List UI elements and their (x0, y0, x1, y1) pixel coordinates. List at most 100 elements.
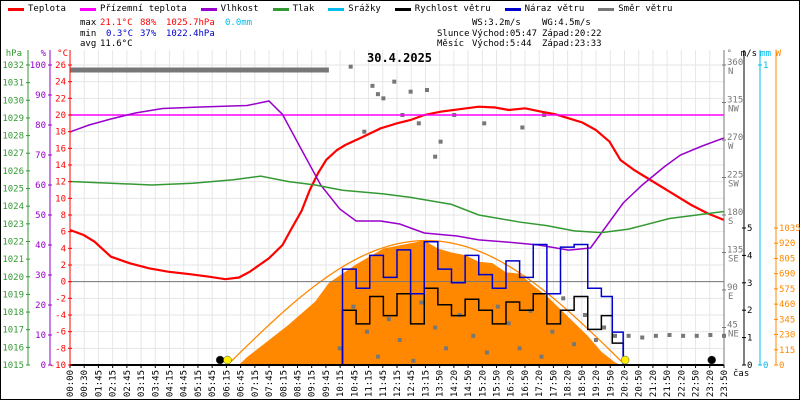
wind-direction-point (484, 350, 489, 355)
x-tick-label: 06:15 (222, 370, 232, 397)
legend-item: Tlak (272, 4, 315, 14)
x-tick-label: 20:50 (635, 370, 645, 397)
legend-swatch (504, 7, 521, 11)
legend-label: Rychlost větru (414, 4, 491, 14)
legend-swatch (598, 7, 615, 11)
wind-direction-point (419, 300, 424, 305)
wind-direction-point (433, 154, 438, 159)
temperature-axis-unit: °C (57, 49, 68, 59)
x-tick-label: 16:20 (507, 370, 517, 397)
direction-tick-label: SW (728, 180, 739, 190)
legend-label: Tlak (292, 4, 315, 14)
x-tick-label: 12:45 (407, 370, 417, 397)
legend-item: Přízemní teplota (79, 4, 187, 14)
legend-label: Přízemní teplota (99, 4, 187, 14)
pressure-tick-label: 1026 (2, 167, 24, 177)
pressure-tick-label: 1019 (2, 290, 24, 300)
wind-direction-point (386, 317, 391, 322)
moonset-marker (707, 355, 716, 365)
x-tick-label: 05:15 (194, 370, 204, 397)
sunrise-marker (223, 355, 232, 365)
series-line-tlak (69, 175, 725, 234)
wind-direction-point (640, 335, 645, 340)
humidity-tick-label: 20 (35, 301, 46, 311)
x-tick-label: 15:20 (478, 370, 488, 397)
wind-direction-point (348, 64, 353, 69)
pressure-tick-label: 1017 (2, 326, 24, 336)
chart-title: 30.4.2025 (367, 51, 433, 65)
x-tick-label: 03:45 (151, 370, 161, 397)
x-tick-label: 18:50 (578, 370, 588, 397)
x-tick-label: 01:45 (94, 370, 104, 397)
wind-direction-point (667, 333, 672, 337)
series-line-náraz-větru (334, 240, 624, 366)
x-tick-label: 19:20 (592, 370, 602, 397)
x-tick-label: 20:20 (620, 370, 630, 397)
stat-ws: WS:3.2m/s (472, 18, 521, 28)
wind-direction-point (370, 83, 375, 88)
sunset-marker (620, 355, 630, 365)
x-tick-label: 19:50 (606, 370, 616, 397)
sunset: Západ:20:22 (542, 29, 602, 39)
humidity-tick-label: 10 (35, 331, 46, 341)
temperature-tick-label: 22 (55, 94, 66, 104)
wind-direction-point (424, 88, 429, 92)
pressure-tick-label: 1031 (2, 79, 24, 89)
stat-min-temp: 0.3°C (106, 29, 134, 39)
stat-max-hum: 88% (140, 18, 157, 28)
stat-max-press: 1025.7hPa (166, 18, 215, 28)
stat-max-label: max (80, 18, 97, 28)
wind-direction-point (375, 92, 380, 97)
sunrise: Východ:05:47 (472, 29, 538, 39)
wind-direction-point (392, 79, 397, 84)
sun-label: Slunce (437, 29, 470, 39)
x-tick-label: 14:50 (464, 370, 474, 397)
pressure-tick-label: 1027 (2, 149, 24, 159)
stat-min-press: 1022.4hPa (166, 29, 215, 39)
temperature-tick-label: -10 (50, 361, 66, 371)
pressure-tick-label: 1022 (2, 237, 24, 247)
direction-tick-label: 360 (727, 58, 743, 68)
wind-direction-point (517, 346, 522, 351)
temperature-tick-label: -6 (55, 328, 66, 338)
pressure-tick-label: 1020 (2, 273, 24, 283)
humidity-tick-label: 40 (35, 241, 46, 251)
wind-direction-point (433, 325, 438, 330)
stat-wg: WG:4.5m/s (542, 18, 591, 28)
legend-item: Rychlost větru (394, 4, 491, 14)
x-tick-label: 03:15 (137, 370, 147, 397)
wind-direction-point (471, 333, 476, 338)
moonrise: Východ:5:44 (472, 39, 532, 49)
stat-max-temp: 21.1°C (100, 18, 133, 28)
x-tick-label: 02:15 (109, 370, 119, 397)
temperature-tick-label: 10 (55, 194, 66, 204)
direction-tick-label: NE (728, 330, 739, 340)
wind-direction-point (351, 304, 356, 309)
temperature-tick-label: 26 (55, 61, 66, 71)
wind-direction-point (482, 121, 487, 126)
x-tick-label: 13:50 (436, 370, 446, 397)
wind-tick-label: 0 (747, 361, 752, 371)
x-tick-label: 18:20 (564, 370, 574, 397)
humidity-tick-label: 50 (35, 211, 46, 221)
wind-direction-point (495, 304, 500, 309)
temperature-tick-label: 8 (61, 211, 66, 221)
solar-tick-label: 1035 (779, 224, 800, 234)
x-tick-label: 08:15 (279, 370, 289, 397)
direction-tick-label: N (728, 67, 733, 77)
wind-direction-point (397, 338, 402, 342)
x-tick-label: 12:15 (393, 370, 403, 397)
wind-direction-point (681, 333, 686, 338)
rain-axis-unit: mm (760, 49, 771, 59)
x-tick-label: 06:45 (237, 370, 247, 397)
solar-axis-unit: W (776, 49, 782, 59)
pressure-axis-unit: hPa (6, 49, 22, 59)
wind-direction-point (572, 342, 577, 347)
direction-tick-label: 315 (727, 96, 743, 106)
legend-swatch (272, 7, 289, 11)
direction-tick-label: E (728, 292, 733, 302)
temperature-tick-label: 12 (55, 178, 66, 188)
temperature-tick-label: 18 (55, 128, 66, 138)
solar-tick-label: 0 (779, 361, 784, 371)
wind-direction-point (416, 121, 421, 126)
